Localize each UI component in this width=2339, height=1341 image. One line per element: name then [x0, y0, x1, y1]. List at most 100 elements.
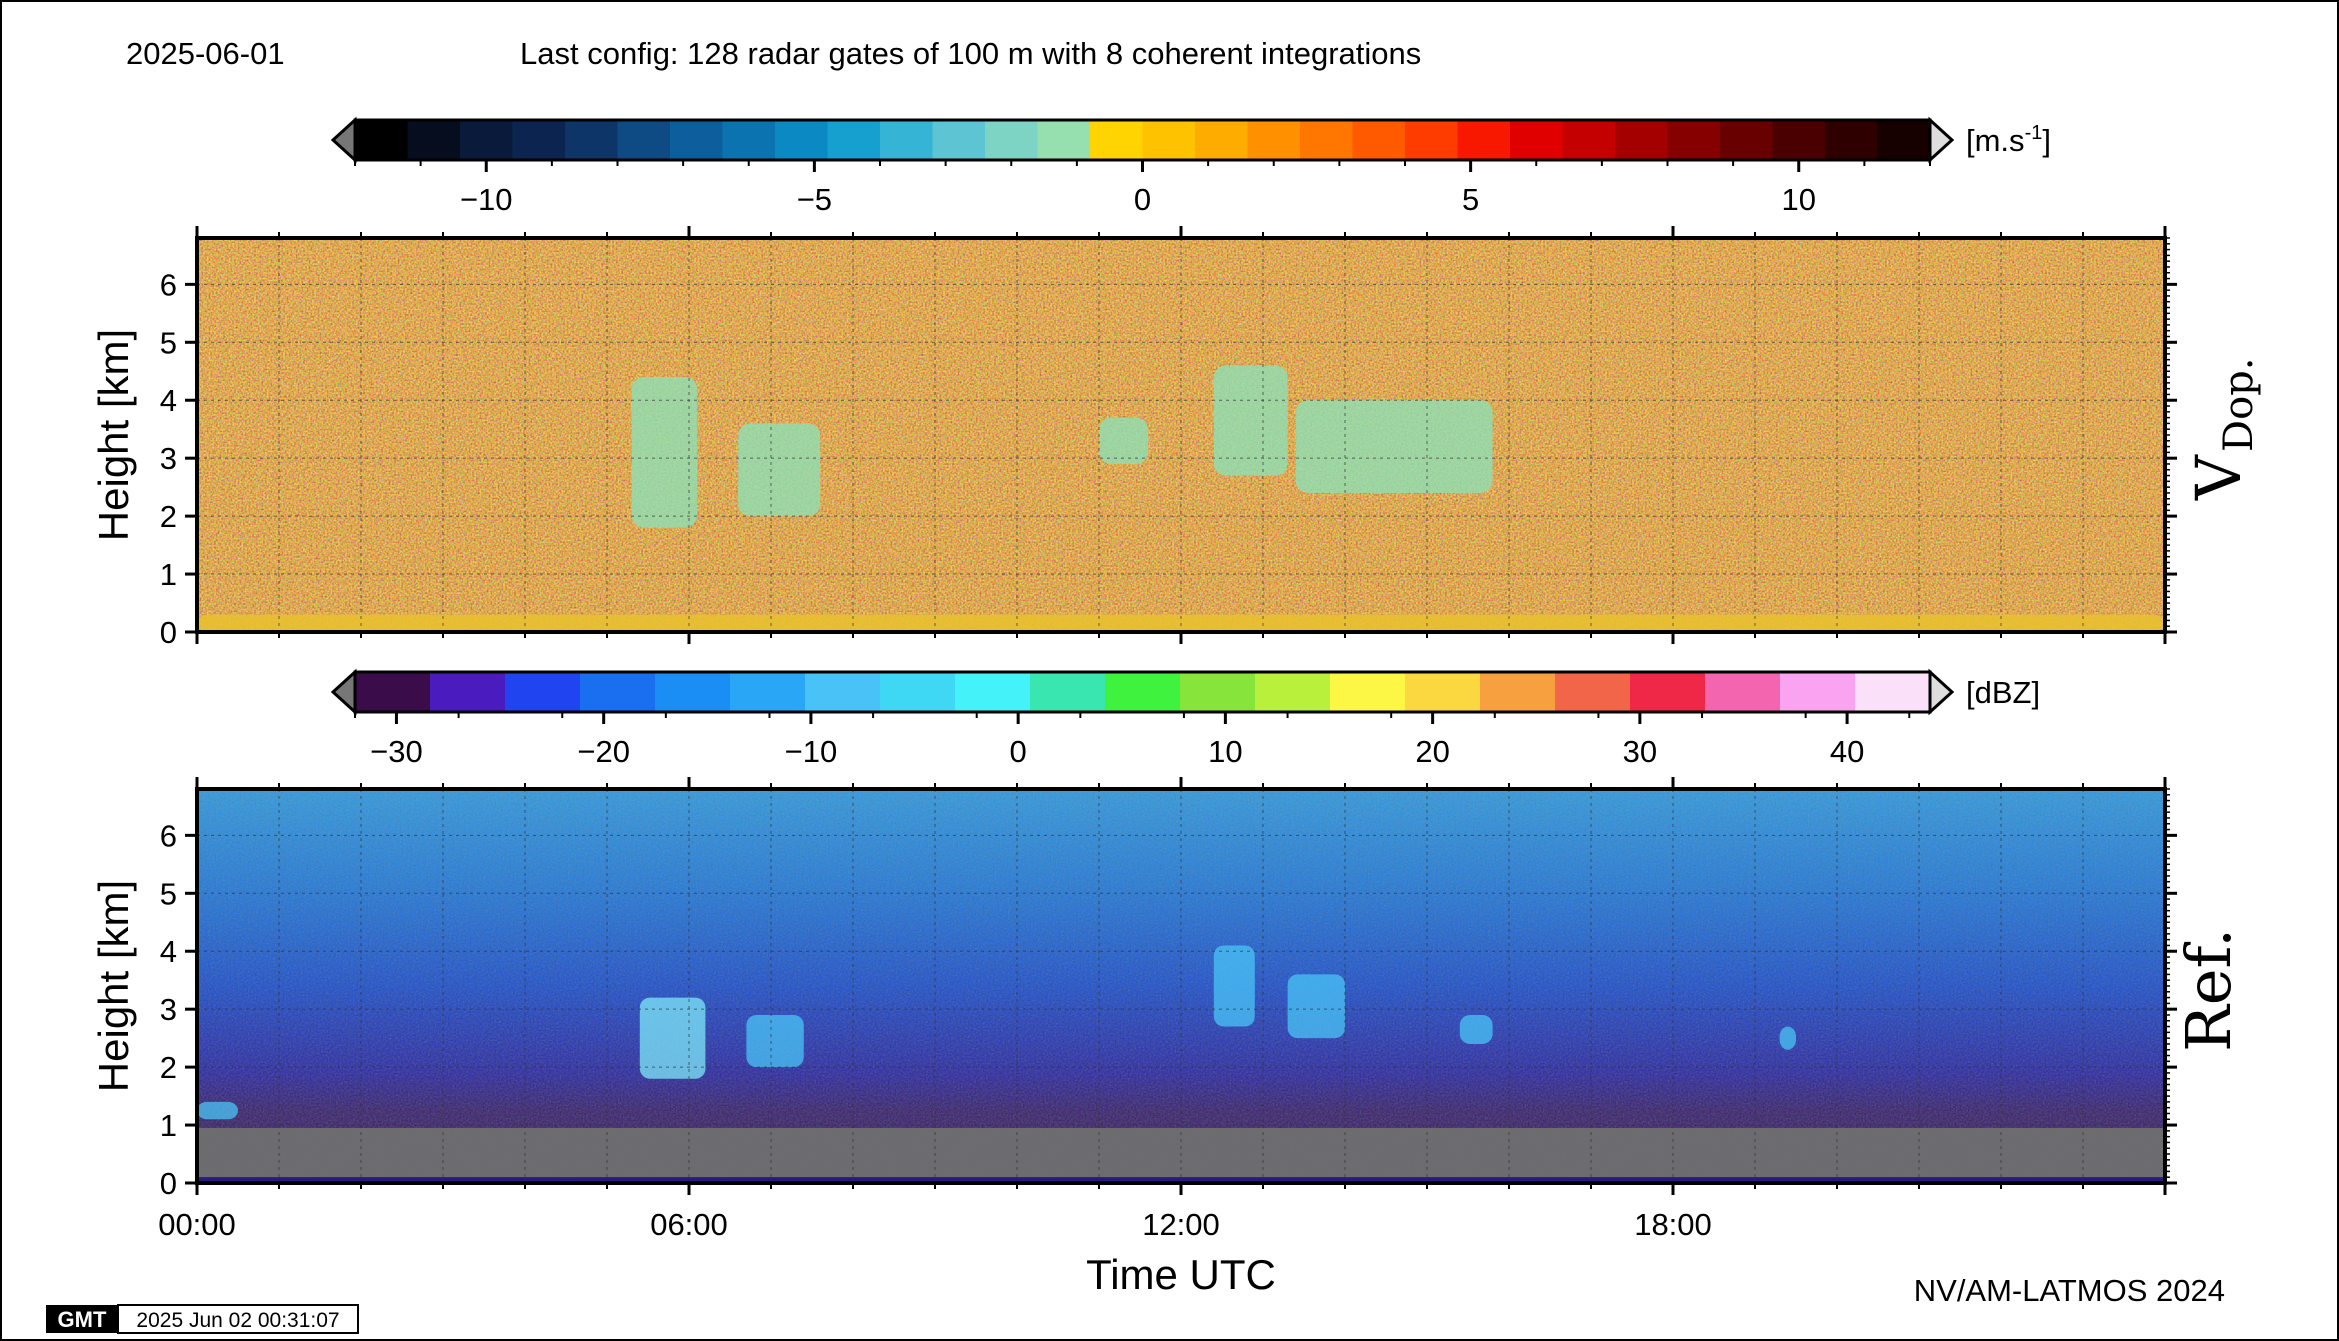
doppler-colorbar-swatch	[407, 120, 461, 160]
reflectivity-ytick-label: 6	[160, 818, 177, 853]
doppler-colorbar-tick-label: 10	[1782, 182, 1816, 217]
reflectivity-echo	[746, 1014, 804, 1068]
doppler-colorbar-tick-label: −5	[797, 182, 832, 217]
reflectivity-colorbar-swatch	[955, 672, 1031, 712]
reflectivity-colorbar-swatch	[730, 672, 806, 712]
doppler-colorbar-swatch	[775, 120, 829, 160]
doppler-colorbar-swatch	[1720, 120, 1774, 160]
reflectivity-colorbar-swatch	[1630, 672, 1706, 712]
doppler-ylabel: Height [km]	[90, 329, 137, 541]
reflectivity-colorbar-tick-label: 40	[1830, 734, 1864, 769]
reflectivity-ytick-label: 3	[160, 992, 177, 1027]
doppler-echo	[738, 423, 821, 517]
doppler-colorbar-swatch	[617, 120, 671, 160]
reflectivity-colorbar-high-arrow	[1928, 668, 1955, 716]
doppler-colorbar-swatch	[670, 120, 724, 160]
reflectivity-colorbar-swatch	[1105, 672, 1181, 712]
reflectivity-colorbar-swatch	[430, 672, 506, 712]
doppler-colorbar-swatch	[1562, 120, 1616, 160]
doppler-ytick-label: 5	[160, 325, 177, 360]
doppler-colorbar: −10 −5 0 5 10 [m.s-1]	[330, 116, 2051, 217]
doppler-ytick-label: 6	[160, 267, 177, 302]
reflectivity-colorbar-low-arrow	[330, 668, 357, 716]
reflectivity-echo	[1287, 974, 1345, 1039]
doppler-echo	[1099, 417, 1149, 464]
doppler-ytick-label: 0	[160, 615, 177, 650]
footer-timestamp: 2025 Jun 02 00:31:07	[136, 1309, 339, 1332]
reflectivity-colorbar-swatch	[655, 672, 731, 712]
doppler-colorbar-swatch	[1510, 120, 1564, 160]
reflectivity-colorbar-swatch	[1780, 672, 1856, 712]
reflectivity-colorbar-unit: [dBZ]	[1966, 675, 2040, 710]
doppler-ytick-label: 1	[160, 557, 177, 592]
reflectivity-colorbar-swatch	[1255, 672, 1331, 712]
doppler-colorbar-swatch	[1090, 120, 1144, 160]
reflectivity-ytick-label: 0	[160, 1166, 177, 1201]
doppler-panel-label-main: V	[2182, 454, 2255, 501]
reflectivity-colorbar-swatch	[1330, 672, 1406, 712]
date-label: 2025-06-01	[126, 36, 285, 71]
reflectivity-colorbar-swatch	[1705, 672, 1781, 712]
doppler-panel-label: V Dop.	[2182, 358, 2262, 501]
doppler-colorbar-swatch	[565, 120, 619, 160]
reflectivity-echo	[1459, 1014, 1493, 1044]
doppler-colorbar-unit: [m.s-1]	[1966, 122, 2051, 158]
reflectivity-ylabel: Height [km]	[90, 880, 137, 1092]
reflectivity-y-axis: 0 1 2 3 4 5 6	[160, 788, 2177, 1201]
reflectivity-echo	[639, 997, 706, 1079]
reflectivity-colorbar-swatch	[880, 672, 956, 712]
doppler-colorbar-swatch	[512, 120, 566, 160]
doppler-colorbar-swatch	[827, 120, 881, 160]
reflectivity-colorbar-swatch	[1855, 672, 1931, 712]
reflectivity-echo	[1213, 945, 1255, 1027]
doppler-echo	[1213, 365, 1288, 476]
doppler-colorbar-swatch	[460, 120, 514, 160]
doppler-echo	[631, 377, 698, 528]
reflectivity-ytick-label: 4	[160, 934, 177, 969]
gmt-logo: GMT	[58, 1307, 107, 1332]
doppler-panel-label-sub: Dop.	[2216, 358, 2262, 452]
reflectivity-colorbar-swatch	[1030, 672, 1106, 712]
gmt-stamp: GMT 2025 Jun 02 00:31:07	[46, 1304, 359, 1334]
reflectivity-colorbar-swatch	[1555, 672, 1631, 712]
doppler-panel: 0 1 2 3 4 5 6 Height [km] V Dop.	[90, 226, 2262, 650]
reflectivity-x-axis: 00:00 06:00 12:00 18:00	[158, 777, 2167, 1242]
reflectivity-xtick-label: 06:00	[650, 1207, 728, 1242]
gmt-logo-box	[46, 1305, 118, 1333]
doppler-colorbar-low-arrow	[330, 116, 357, 164]
reflectivity-ytick-label: 2	[160, 1050, 177, 1085]
doppler-echo	[1295, 400, 1493, 493]
reflectivity-xlabel: Time UTC	[1086, 1251, 1276, 1298]
doppler-colorbar-swatch	[985, 120, 1039, 160]
doppler-colorbar-swatch	[1247, 120, 1301, 160]
doppler-x-ticks	[195, 226, 2167, 644]
doppler-colorbar-swatch	[1405, 120, 1459, 160]
doppler-colorbar-swatch	[1772, 120, 1826, 160]
doppler-colorbar-swatch	[1300, 120, 1354, 160]
doppler-colorbar-swatch	[1877, 120, 1931, 160]
reflectivity-colorbar-tick-label: 20	[1415, 734, 1449, 769]
doppler-colorbar-swatch	[722, 120, 776, 160]
reflectivity-echo	[197, 1101, 238, 1120]
doppler-y-axis: 0 1 2 3 4 5 6	[160, 237, 2177, 650]
reflectivity-colorbar-tick-label: 0	[1010, 734, 1027, 769]
doppler-colorbar-swatch	[1352, 120, 1406, 160]
doppler-colorbar-swatch	[932, 120, 986, 160]
reflectivity-ytick-label: 1	[160, 1108, 177, 1143]
reflectivity-colorbar-swatch	[505, 672, 581, 712]
doppler-colorbar-swatch	[1037, 120, 1091, 160]
doppler-colorbar-swatch	[880, 120, 934, 160]
reflectivity-panel: 0 1 2 3 4 5 6 00:00 06:00 12:00 18:00 Height [km]…	[90, 777, 2245, 1298]
reflectivity-colorbar-swatch	[1405, 672, 1481, 712]
doppler-ytick-label: 3	[160, 441, 177, 476]
doppler-colorbar-swatch	[355, 120, 409, 160]
reflectivity-colorbar-tick-label: −20	[577, 734, 630, 769]
doppler-grid	[197, 238, 2165, 632]
doppler-ytick-label: 2	[160, 499, 177, 534]
reflectivity-panel-label: Ref.	[2172, 928, 2245, 1052]
timestamp-box	[117, 1304, 359, 1334]
config-label: Last config: 128 radar gates of 100 m wi…	[520, 36, 1421, 71]
reflectivity-colorbar-swatch	[580, 672, 656, 712]
reflectivity-colorbar-swatch	[1480, 672, 1556, 712]
doppler-colorbar-swatch	[1667, 120, 1721, 160]
